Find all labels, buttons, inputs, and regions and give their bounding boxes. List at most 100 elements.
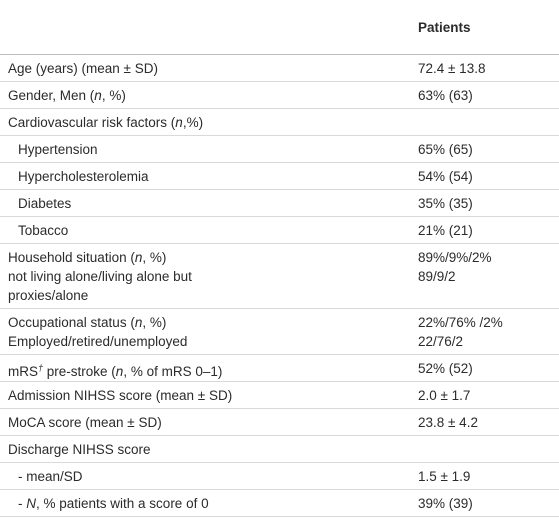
- value-text: 89%/9%/2%: [418, 250, 492, 265]
- row-value: 2.0 ± 1.7: [418, 386, 470, 405]
- label-text: N: [26, 496, 36, 511]
- label-line: Admission NIHSS score (mean ± SD): [8, 386, 398, 405]
- label-line: Gender, Men (n, %): [8, 86, 398, 105]
- label-line: Occupational status (n, %): [8, 313, 398, 332]
- label-text: , % patients with a score of 0: [36, 496, 209, 511]
- row-label: Age (years) (mean ± SD): [8, 59, 398, 78]
- label-text: n: [175, 115, 183, 130]
- row-value: 54% (54): [418, 167, 473, 186]
- label-text: ,%): [182, 115, 204, 130]
- table-row: Hypercholesterolemia 54% (54): [0, 163, 559, 190]
- value-text: 23.8 ± 4.2: [418, 415, 478, 430]
- value-text: 21% (21): [418, 223, 473, 238]
- label-text: n: [94, 88, 102, 103]
- value-text: 65% (65): [418, 142, 473, 157]
- row-value: 72.4 ± 13.8: [418, 59, 485, 78]
- row-label: Gender, Men (n, %): [8, 86, 398, 105]
- label-text: Tobacco: [18, 223, 69, 238]
- label-line: proxies/alone: [8, 286, 398, 305]
- header-row: Patients: [0, 0, 559, 55]
- label-line: Household situation (n, %): [8, 248, 398, 267]
- value-text: 39% (39): [418, 496, 473, 511]
- row-label: Cardiovascular risk factors (n,%): [8, 113, 398, 132]
- label-line: Diabetes: [18, 194, 408, 213]
- table-row: Hypertension 65% (65): [0, 136, 559, 163]
- value-text: 52% (52): [418, 361, 473, 376]
- label-text: proxies/alone: [8, 288, 89, 303]
- label-line: Hypertension: [18, 140, 408, 159]
- label-line: Discharge NIHSS score: [8, 440, 398, 459]
- label-text: MoCA score (mean ± SD): [8, 415, 162, 430]
- row-value: 35% (35): [418, 194, 473, 213]
- row-label: - mean/SD: [18, 467, 408, 486]
- label-text: †: [38, 363, 44, 373]
- label-text: , %): [101, 88, 126, 103]
- row-label: Admission NIHSS score (mean ± SD): [8, 386, 398, 405]
- label-line: - N, % patients with a score of 0: [18, 494, 408, 513]
- value-text: 2.0 ± 1.7: [418, 388, 471, 403]
- row-label: Hypertension: [18, 140, 408, 159]
- label-text: Discharge NIHSS score: [8, 442, 151, 457]
- label-text: Hypertension: [18, 142, 98, 157]
- label-line: mRS† pre-stroke (n, % of mRS 0–1): [8, 359, 398, 379]
- label-text: Occupational status (: [8, 315, 135, 330]
- row-value: 52% (52): [418, 359, 473, 378]
- table-row: - mean/SD 1.5 ± 1.9: [0, 463, 559, 490]
- row-label: Household situation (n, %) not living alo…: [8, 248, 398, 305]
- label-text: Admission NIHSS score (mean ± SD): [8, 388, 233, 403]
- label-text: , %): [142, 250, 167, 265]
- value-text: 22/76/2: [418, 334, 464, 349]
- label-text: n: [134, 315, 143, 330]
- table-row: Discharge NIHSS score: [0, 436, 559, 463]
- header-cell: Patients: [418, 20, 471, 35]
- value-text: 89/9/2: [418, 269, 456, 284]
- row-label: - N, % patients with a score of 0: [18, 494, 408, 513]
- table-row: Age (years) (mean ± SD) 72.4 ± 13.8: [0, 55, 559, 82]
- label-line: MoCA score (mean ± SD): [8, 413, 398, 432]
- label-text: pre-stroke (: [43, 364, 116, 379]
- table-row: Occupational status (n, %) Employed/retir…: [0, 309, 559, 355]
- label-text: Gender, Men (: [8, 88, 95, 103]
- row-value: 1.5 ± 1.9: [418, 467, 470, 486]
- label-text: n: [134, 250, 143, 265]
- table-row: Admission NIHSS score (mean ± SD) 2.0 ± 1…: [0, 382, 559, 409]
- value-text: 72.4 ± 13.8: [418, 61, 486, 76]
- label-text: not living alone/living alone but: [8, 269, 192, 284]
- label-line: not living alone/living alone but: [8, 267, 398, 286]
- label-text: - mean/SD: [18, 469, 83, 484]
- label-line: Employed/retired/unemployed: [8, 332, 398, 351]
- label-line: Tobacco: [18, 221, 408, 240]
- label-line: Cardiovascular risk factors (n,%): [8, 113, 398, 132]
- value-text: 35% (35): [418, 196, 473, 211]
- label-text: mRS: [8, 364, 38, 379]
- row-value: 65% (65): [418, 140, 473, 159]
- value-text: 22%/76% /2%: [418, 315, 503, 330]
- label-text: Hypercholesterolemia: [18, 169, 149, 184]
- label-text: Employed/retired/unemployed: [8, 334, 188, 349]
- label-text: Age (years) (mean ± SD): [8, 61, 158, 76]
- row-label: Tobacco: [18, 221, 408, 240]
- label-text: , % of mRS 0–1): [123, 364, 223, 379]
- table-row: - N, % patients with a score of 0 39% (39…: [0, 490, 559, 517]
- row-value: 63% (63): [418, 86, 473, 105]
- row-label: Occupational status (n, %) Employed/retir…: [8, 313, 398, 351]
- value-text: 1.5 ± 1.9: [418, 469, 471, 484]
- label-line: Age (years) (mean ± SD): [8, 59, 398, 78]
- label-line: Hypercholesterolemia: [18, 167, 408, 186]
- row-value: 23.8 ± 4.2: [418, 413, 478, 432]
- row-value: 21% (21): [418, 221, 473, 240]
- label-text: Household situation (: [8, 250, 135, 265]
- row-label: Diabetes: [18, 194, 408, 213]
- label-text: , %): [142, 315, 167, 330]
- label-text: Cardiovascular risk factors (: [8, 115, 176, 130]
- row-label: Hypercholesterolemia: [18, 167, 408, 186]
- value-text: 54% (54): [418, 169, 473, 184]
- table-row: Household situation (n, %) not living alo…: [0, 244, 559, 309]
- label-text: Diabetes: [18, 196, 72, 211]
- table-row: Cardiovascular risk factors (n,%): [0, 109, 559, 136]
- table-row: mRS† pre-stroke (n, % of mRS 0–1) 52% (52…: [0, 355, 559, 382]
- label-line: - mean/SD: [18, 467, 408, 486]
- label-text: n: [115, 364, 124, 379]
